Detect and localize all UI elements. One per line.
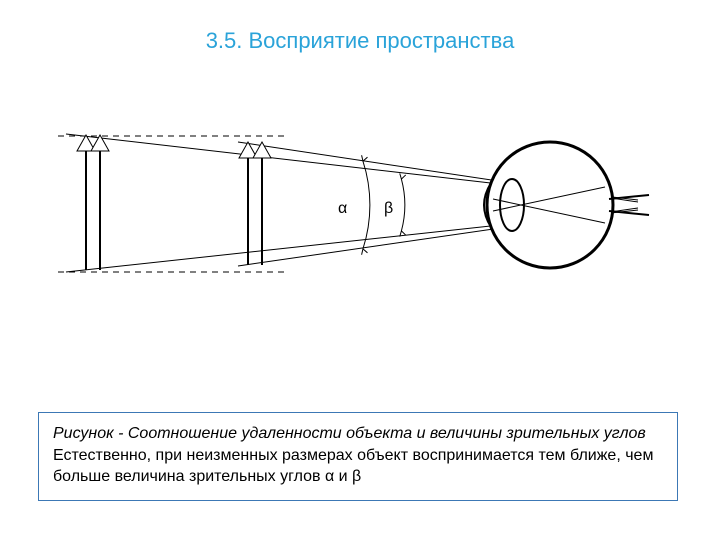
caption-title: Рисунок - Соотношение удаленности объект… — [53, 425, 646, 442]
caption-box: Рисунок - Соотношение удаленности объект… — [38, 412, 678, 501]
caption-body: Естественно, при неизменных размерах объ… — [53, 447, 653, 486]
alpha-label: α — [338, 200, 347, 218]
page-title: 3.5. Восприятие пространства — [0, 28, 720, 54]
eye-angle-diagram — [38, 80, 678, 330]
slide: 3.5. Восприятие пространства α β Рисунок… — [0, 0, 720, 540]
figure-diagram: α β — [38, 80, 678, 330]
beta-label: β — [384, 200, 393, 218]
